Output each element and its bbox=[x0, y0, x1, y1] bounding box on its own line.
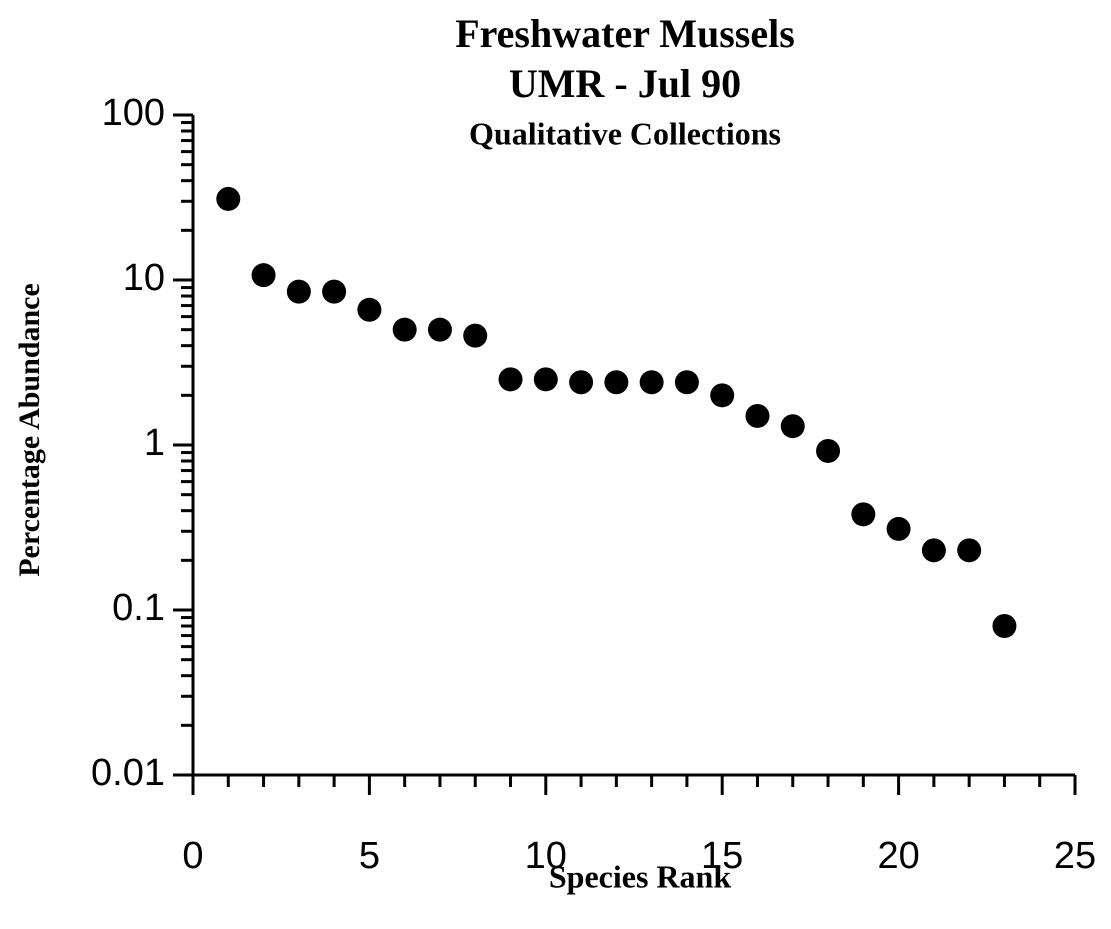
point bbox=[674, 370, 699, 395]
y-tick-label: 10 bbox=[123, 257, 165, 299]
point bbox=[851, 502, 876, 527]
point bbox=[357, 297, 382, 322]
point bbox=[780, 414, 805, 439]
point bbox=[886, 516, 911, 541]
x-tick-label: 25 bbox=[1054, 835, 1096, 877]
point bbox=[957, 538, 982, 563]
y-axis-label: Percentage Abundance bbox=[13, 283, 46, 577]
point bbox=[745, 403, 770, 428]
point bbox=[604, 370, 629, 395]
point bbox=[322, 279, 347, 304]
point bbox=[710, 383, 735, 408]
y-tick-label: 0.01 bbox=[91, 752, 165, 794]
x-tick-label: 0 bbox=[182, 835, 203, 877]
point bbox=[569, 370, 594, 395]
y-tick-label: 0.1 bbox=[112, 587, 165, 629]
point bbox=[992, 613, 1017, 638]
x-tick-label: 10 bbox=[525, 835, 567, 877]
point bbox=[392, 317, 417, 342]
point bbox=[498, 367, 523, 392]
point bbox=[286, 279, 311, 304]
x-tick-label: 5 bbox=[359, 835, 380, 877]
chart-title: Freshwater Mussels bbox=[455, 11, 795, 56]
x-tick-label: 20 bbox=[877, 835, 919, 877]
y-tick-label: 100 bbox=[102, 92, 165, 134]
x-axis-label: Species Rank bbox=[549, 858, 731, 894]
y-tick-label: 1 bbox=[144, 422, 165, 464]
point bbox=[816, 438, 841, 463]
chart-subtitle: UMR - Jul 90 bbox=[509, 61, 741, 106]
point bbox=[533, 367, 558, 392]
point bbox=[463, 323, 488, 348]
point bbox=[251, 263, 276, 288]
x-tick-label: 15 bbox=[701, 835, 743, 877]
point bbox=[427, 317, 452, 342]
point bbox=[216, 186, 241, 211]
point bbox=[921, 538, 946, 563]
point bbox=[639, 370, 664, 395]
annotation: Qualitative Collections bbox=[469, 115, 781, 151]
